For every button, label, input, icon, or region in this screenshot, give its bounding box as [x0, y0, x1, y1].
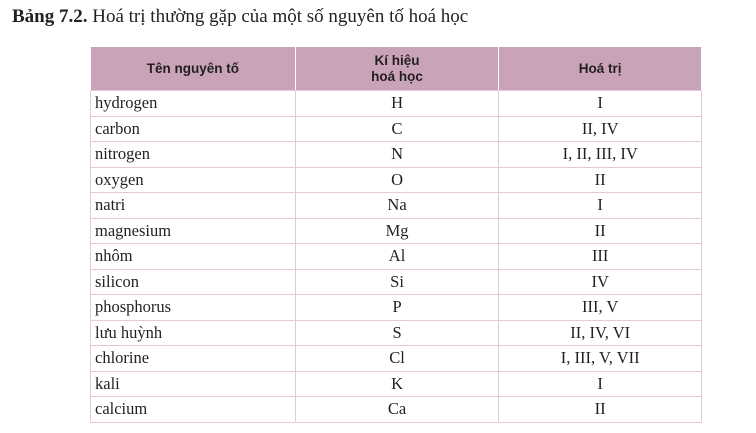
element-name-cell: natri: [90, 192, 296, 219]
header-row: Tên nguyên tố Kí hiệu hoá học Hoá trị: [90, 46, 702, 91]
symbol-cell: Al: [294, 243, 500, 270]
symbol-cell: Na: [294, 192, 500, 219]
symbol-cell: S: [294, 319, 500, 346]
table-row: silicon Si IV: [90, 268, 702, 295]
valence-cell: II, IV: [498, 115, 702, 142]
valence-cell: II, IV, VI: [498, 319, 702, 346]
table-row: phosphorus P III, V: [90, 294, 702, 321]
caption-text: Hoá trị thường gặp của một số nguyên tố …: [87, 6, 469, 27]
symbol-cell: O: [294, 166, 500, 193]
element-name-cell: lưu huỳnh: [90, 319, 296, 346]
table-row: kali K I: [90, 370, 702, 397]
element-name-cell: kali: [90, 370, 296, 397]
symbol-cell: Cl: [294, 345, 500, 372]
table-row: lưu huỳnh S II, IV, VI: [90, 319, 702, 346]
valence-table: Tên nguyên tố Kí hiệu hoá học Hoá trị hy…: [90, 46, 702, 423]
symbol-cell: H: [294, 90, 500, 117]
header-element-name: Tên nguyên tố: [90, 46, 296, 91]
element-name-cell: chlorine: [90, 345, 296, 372]
caption-label: Bảng 7.2.: [12, 6, 88, 27]
symbol-cell: Si: [294, 268, 500, 295]
valence-cell: IV: [498, 268, 702, 295]
table-row: carbon C II, IV: [90, 115, 702, 142]
element-name-cell: silicon: [90, 268, 296, 295]
element-name-cell: magnesium: [90, 217, 296, 244]
element-name-cell: phosphorus: [90, 294, 296, 321]
valence-cell: III: [498, 243, 702, 270]
symbol-cell: P: [294, 294, 500, 321]
table-row: hydrogen H I: [90, 90, 702, 117]
valence-cell: II: [498, 396, 702, 423]
element-name-cell: nhôm: [90, 243, 296, 270]
element-name-cell: carbon: [90, 115, 296, 142]
table-row: oxygen O II: [90, 166, 702, 193]
header-symbol: Kí hiệu hoá học: [294, 46, 500, 91]
symbol-cell: K: [294, 370, 500, 397]
table-caption: Bảng 7.2. Hoá trị thường gặp của một số …: [12, 6, 468, 28]
valence-cell: I: [498, 192, 702, 219]
symbol-cell: Mg: [294, 217, 500, 244]
table-row: calcium Ca II: [90, 396, 702, 423]
valence-cell: I: [498, 90, 702, 117]
element-name-cell: oxygen: [90, 166, 296, 193]
table-row: magnesium Mg II: [90, 217, 702, 244]
valence-cell: II: [498, 217, 702, 244]
valence-cell: II: [498, 166, 702, 193]
table-row: natri Na I: [90, 192, 702, 219]
element-name-cell: hydrogen: [90, 90, 296, 117]
valence-cell: I: [498, 370, 702, 397]
header-valence: Hoá trị: [498, 46, 702, 91]
table-row: chlorine Cl I, III, V, VII: [90, 345, 702, 372]
valence-cell: I, II, III, IV: [498, 141, 702, 168]
valence-cell: I, III, V, VII: [498, 345, 702, 372]
table-row: nitrogen N I, II, III, IV: [90, 141, 702, 168]
symbol-cell: Ca: [294, 396, 500, 423]
valence-cell: III, V: [498, 294, 702, 321]
element-name-cell: nitrogen: [90, 141, 296, 168]
symbol-cell: N: [294, 141, 500, 168]
table-row: nhôm Al III: [90, 243, 702, 270]
element-name-cell: calcium: [90, 396, 296, 423]
symbol-cell: C: [294, 115, 500, 142]
